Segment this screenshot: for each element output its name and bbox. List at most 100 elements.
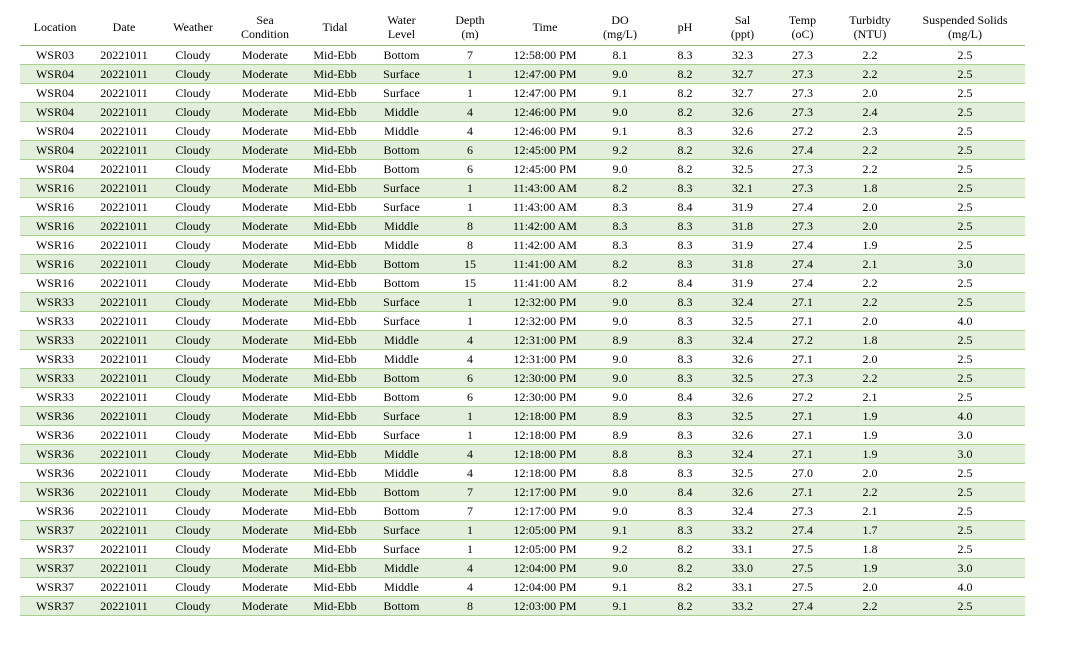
table-cell: 27.5: [770, 558, 835, 578]
table-cell: 8.2: [655, 577, 715, 597]
table-cell: 3.0: [905, 254, 1025, 274]
table-cell: Cloudy: [158, 254, 228, 274]
table-cell: 32.6: [715, 425, 770, 445]
header-cell: Tidal: [302, 8, 368, 46]
table-cell: 8.3: [655, 178, 715, 198]
table-cell: 32.5: [715, 159, 770, 179]
table-cell: Mid-Ebb: [302, 425, 368, 445]
table-cell: Surface: [368, 197, 435, 217]
table-cell: Surface: [368, 520, 435, 540]
table-header: Location Date Weather Sea Condition Tidal Wat…: [20, 8, 1025, 46]
table-cell: 12:31:00 PM: [505, 330, 585, 350]
table-cell: 8.4: [655, 273, 715, 293]
table-cell: Moderate: [228, 159, 302, 179]
header-row: Location Date Weather Sea Condition Tidal Wat…: [20, 8, 1025, 46]
table-cell: 2.0: [835, 83, 905, 103]
table-cell: Mid-Ebb: [302, 102, 368, 122]
table-cell: 12:18:00 PM: [505, 444, 585, 464]
table-cell: 12:30:00 PM: [505, 368, 585, 388]
table-cell: 12:45:00 PM: [505, 140, 585, 160]
table-cell: Mid-Ebb: [302, 121, 368, 141]
table-cell: 2.5: [905, 159, 1025, 179]
table-cell: 8: [435, 216, 505, 236]
table-cell: 9.0: [585, 64, 655, 84]
table-cell: 32.4: [715, 501, 770, 521]
table-cell: Surface: [368, 292, 435, 312]
table-row: WSR04 20221011 Cloudy Moderate Mid-Ebb Bottom…: [20, 140, 1025, 160]
header-cell: Time: [505, 8, 585, 46]
table-cell: 9.0: [585, 349, 655, 369]
table-cell: 8.2: [655, 539, 715, 559]
table-row: WSR33 20221011 Cloudy Moderate Mid-Ebb Surfac…: [20, 292, 1025, 312]
table-cell: 8.2: [655, 64, 715, 84]
table-cell: Middle: [368, 121, 435, 141]
table-cell: 27.3: [770, 45, 835, 65]
table-cell: 2.1: [835, 254, 905, 274]
table-cell: 33.1: [715, 539, 770, 559]
table-cell: 9.0: [585, 482, 655, 502]
table-cell: 8.3: [655, 254, 715, 274]
table-cell: 32.7: [715, 83, 770, 103]
table-cell: 27.4: [770, 596, 835, 616]
table-cell: 32.4: [715, 444, 770, 464]
table-cell: WSR03: [20, 45, 90, 65]
table-cell: 33.0: [715, 558, 770, 578]
table-cell: 6: [435, 368, 505, 388]
table-cell: 27.5: [770, 577, 835, 597]
table-cell: 11:42:00 AM: [505, 216, 585, 236]
table-cell: 8.2: [655, 596, 715, 616]
table-cell: Moderate: [228, 596, 302, 616]
table-cell: 11:41:00 AM: [505, 254, 585, 274]
table-cell: 8.3: [655, 216, 715, 236]
table-cell: WSR16: [20, 254, 90, 274]
table-cell: 8.3: [655, 368, 715, 388]
table-cell: 8.2: [655, 102, 715, 122]
table-row: WSR16 20221011 Cloudy Moderate Mid-Ebb Bottom…: [20, 254, 1025, 274]
table-cell: Moderate: [228, 216, 302, 236]
table-cell: 2.2: [835, 140, 905, 160]
table-cell: Cloudy: [158, 596, 228, 616]
table-cell: 20221011: [90, 292, 158, 312]
table-cell: 20221011: [90, 235, 158, 255]
header-cell: DO (mg/L): [585, 8, 655, 46]
table-cell: Mid-Ebb: [302, 596, 368, 616]
table-cell: 2.0: [835, 349, 905, 369]
table-cell: Moderate: [228, 235, 302, 255]
table-cell: 32.6: [715, 482, 770, 502]
table-cell: 2.0: [835, 197, 905, 217]
table-cell: 12:30:00 PM: [505, 387, 585, 407]
table-cell: 8.4: [655, 387, 715, 407]
table-cell: 20221011: [90, 64, 158, 84]
table-cell: 4: [435, 444, 505, 464]
table-cell: 2.5: [905, 463, 1025, 483]
header-cell: Depth (m): [435, 8, 505, 46]
table-cell: 2.5: [905, 539, 1025, 559]
table-cell: WSR04: [20, 83, 90, 103]
table-cell: 27.1: [770, 444, 835, 464]
table-cell: 27.5: [770, 539, 835, 559]
table-cell: 12:32:00 PM: [505, 292, 585, 312]
table-cell: 20221011: [90, 159, 158, 179]
table-cell: Moderate: [228, 368, 302, 388]
table-cell: 20221011: [90, 45, 158, 65]
table-cell: 6: [435, 387, 505, 407]
table-cell: Moderate: [228, 425, 302, 445]
table-cell: 2.5: [905, 121, 1025, 141]
table-cell: WSR04: [20, 102, 90, 122]
table-row: WSR36 20221011 Cloudy Moderate Mid-Ebb Bottom…: [20, 482, 1025, 502]
table-cell: Cloudy: [158, 311, 228, 331]
table-cell: Mid-Ebb: [302, 159, 368, 179]
table-cell: Mid-Ebb: [302, 444, 368, 464]
table-cell: 1.7: [835, 520, 905, 540]
table-cell: 12:05:00 PM: [505, 539, 585, 559]
table-cell: Cloudy: [158, 444, 228, 464]
table-cell: Moderate: [228, 501, 302, 521]
table-cell: 2.1: [835, 501, 905, 521]
table-cell: 12:18:00 PM: [505, 425, 585, 445]
table-cell: 1.9: [835, 444, 905, 464]
table-cell: Moderate: [228, 349, 302, 369]
table-cell: Bottom: [368, 368, 435, 388]
table-cell: 1: [435, 539, 505, 559]
table-cell: 20221011: [90, 368, 158, 388]
table-cell: Cloudy: [158, 102, 228, 122]
